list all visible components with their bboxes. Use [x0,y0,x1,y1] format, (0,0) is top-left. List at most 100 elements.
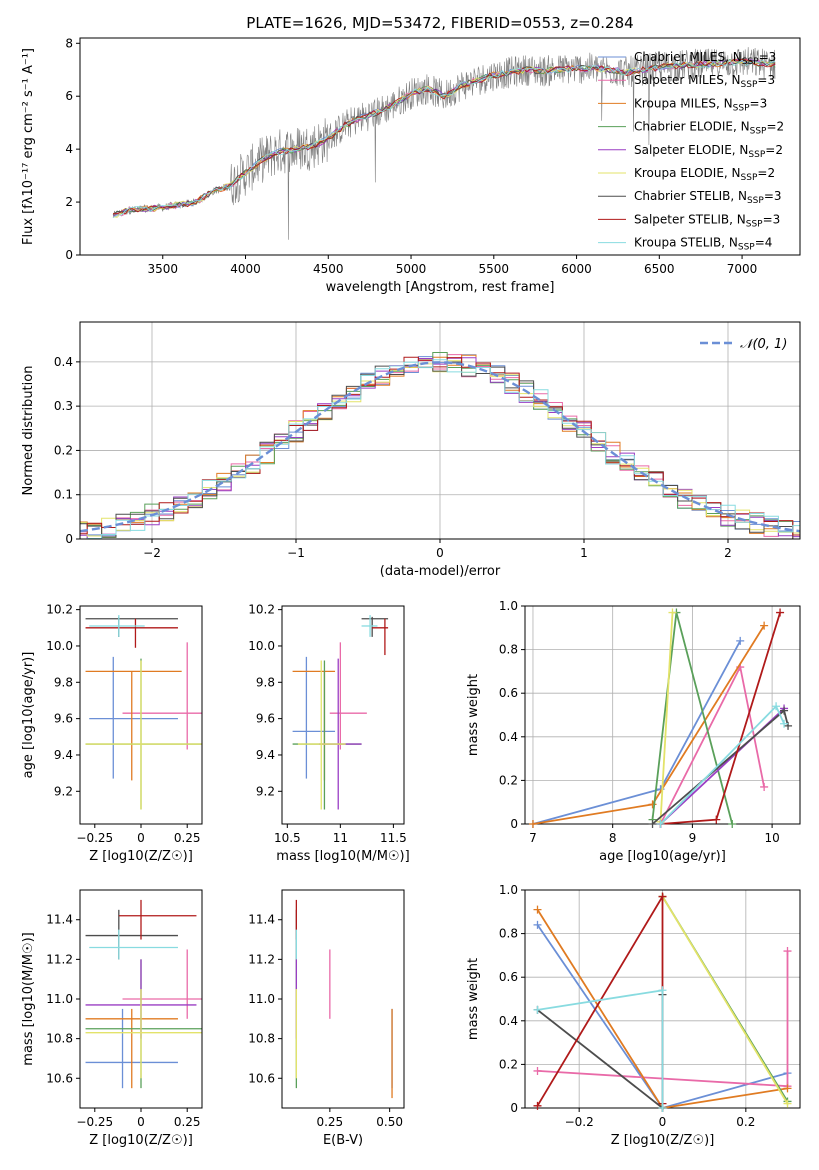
y-tick-label: 0.1 [54,488,73,502]
y-tick-label: 11.2 [46,952,73,966]
legend-label: 𝒩(0, 1) [740,337,787,352]
errorbar-point [89,656,178,779]
y-tick-label: 9.4 [54,748,73,762]
y-tick-label: 10.2 [46,603,73,617]
x-tick-label: 7000 [727,262,758,276]
x-axis-label: mass [log10(M/M☉)] [276,849,409,864]
x-tick-label: 10 [764,831,779,845]
y-tick-label: 10.6 [46,1071,73,1085]
x-tick-label: 11 [333,831,348,845]
series-marker [533,1066,542,1075]
y-tick-label: 0.2 [54,443,73,457]
y-axis-label: mass [log10(M/M☉)] [21,932,36,1065]
errorbar-point [85,616,178,637]
series-marker [658,986,667,995]
series-marker [760,782,769,791]
y-tick-label: 0.8 [499,927,518,941]
panel-spectrum: 3500 4000 4500 5000 5500 6000 6500 7000 0 2 4 6 8 wav… [21,36,801,295]
axes-frame [281,889,405,1109]
plot-area [80,352,800,539]
y-tick-label: 4 [65,142,73,156]
x-axis-label: Z [log10(Z/Z☉)] [89,1133,193,1148]
series-marker [533,1005,542,1014]
x-tick-label: −1 [287,546,305,560]
x-tick-label: 5000 [396,262,427,276]
series-marker [783,1099,792,1108]
x-tick-label: 0.25 [316,1115,343,1129]
x-tick-label: −0.25 [76,1115,113,1129]
x-tick-label: 7 [529,831,537,845]
legend-label: Chabrier STELIB, NSSP=3 [634,189,782,206]
y-tick-label: 10.6 [248,1071,275,1085]
x-tick-label: −0.25 [76,831,113,845]
axes-frame [79,889,203,1109]
x-tick-label: 0 [436,546,444,560]
spectrum-model-line [112,59,776,218]
spectrum-model-line [112,58,776,218]
x-tick-label: 0.2 [736,1115,755,1129]
axes-frame [79,37,801,256]
plot-area [295,899,393,1099]
axes-frame [79,321,801,540]
x-tick-label: 0 [137,1115,145,1129]
series-line [532,640,741,825]
errorbar-point [85,670,182,781]
x-tick-label: 1 [580,546,588,560]
x-axis-label: Z [log10(Z/Z☉)] [611,1133,715,1148]
histogram-step-line [80,356,800,536]
histogram-step-line [80,354,800,539]
errorbar-point [118,899,197,940]
y-tick-label: 10.0 [248,639,275,653]
series-marker [728,820,737,828]
x-tick-label: 3500 [147,262,178,276]
y-tick-label: 1.0 [499,883,518,897]
series-line [532,625,765,825]
x-axis-label: Z [log10(Z/Z☉)] [89,849,193,864]
y-axis-label: Normed distribution [21,366,36,496]
y-tick-label: 0.3 [54,399,73,413]
series-line [659,612,674,822]
y-tick-label: 9.8 [256,675,275,689]
errorbar-point [297,660,346,810]
y-tick-label: 9.6 [256,712,275,726]
errorbar-point [85,660,202,810]
series-marker [712,815,721,824]
y-tick-label: 0.8 [499,643,518,657]
gaussian-reference-line [80,361,800,533]
errorbar-point [292,670,336,781]
errorbar-point [292,660,362,810]
plot-area [85,615,202,810]
x-tick-label: 10.5 [274,831,301,845]
y-axis-label: mass weight [466,958,481,1040]
errorbar-point [89,615,145,637]
legend-label: Salpeter ELODIE, NSSP=2 [634,143,783,160]
x-axis-label: E(B-V) [323,1133,363,1148]
y-tick-label: 0.6 [499,686,518,700]
plot-area [85,899,202,1089]
panel-age_vs_Z: −0.25 0 0.25 9.2 9.4 9.6 9.8 10.0 10.2 Z [log10(Z… [21,603,203,864]
panel-residuals: −2 −1 0 1 2 0 0.1 0.2 0.3 0.4 (data-model)/error No… [21,321,801,579]
x-tick-label: 0 [137,831,145,845]
spectrum-model-line [113,59,776,218]
histogram-step-line [80,354,800,539]
legend-label: Salpeter STELIB, NSSP=3 [634,212,780,229]
series-marker [533,920,542,929]
x-tick-label: 4000 [230,262,261,276]
errorbar-point [85,658,202,810]
y-tick-label: 0.4 [54,355,73,369]
x-tick-label: 0.25 [174,831,201,845]
x-axis-label: age [log10(age/yr)] [599,849,726,864]
series-marker [528,820,537,828]
y-tick-label: 9.6 [54,712,73,726]
errorbar-point [361,616,389,637]
x-tick-label: 0 [659,1115,667,1129]
histogram-step-line [80,352,800,538]
series-marker [783,1084,792,1093]
panel-mass_vs_ebv: 0.25 0.50 10.6 10.8 11.0 11.2 11.4 E(B-V) [248,889,405,1148]
panel-age_vs_mass: 10.5 11 11.5 9.2 9.4 9.6 9.8 10.0 10.2 mass [log1… [248,603,409,864]
axes-frame [79,605,203,825]
y-tick-label: 0.2 [499,773,518,787]
x-tick-label: 0.25 [174,1115,201,1129]
y-tick-label: 10.2 [248,603,275,617]
